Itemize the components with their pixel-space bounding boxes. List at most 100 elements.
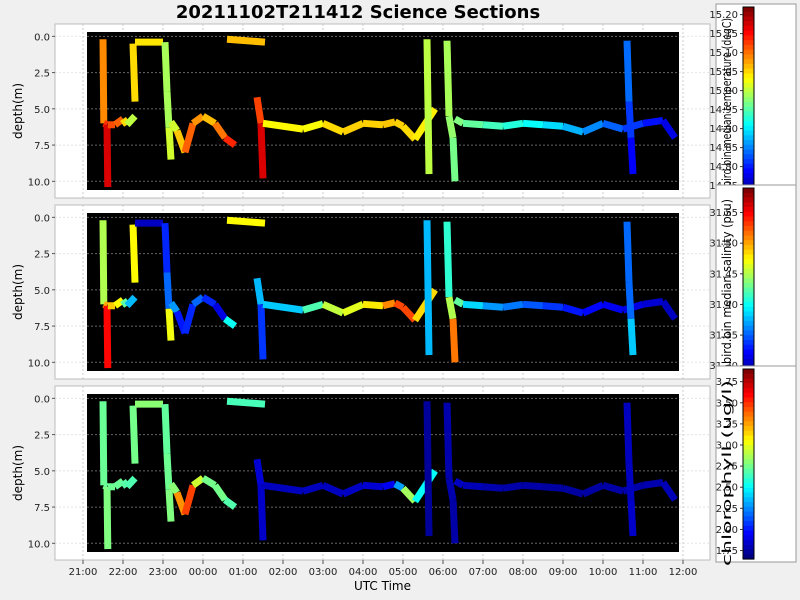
panel-3-ytick-label: 7.5 — [34, 503, 50, 514]
colorbar-3-swatch — [743, 492, 754, 498]
colorbar-3-swatch — [743, 540, 754, 546]
data-segment-tow-4 — [453, 115, 465, 127]
data-segment-profile-4 — [423, 220, 433, 356]
data-segment-tow-4 — [453, 477, 465, 489]
colorbar-1-swatch — [743, 144, 754, 151]
colorbar-3-tick-label: 1.75 — [716, 546, 738, 557]
colorbar-2-swatch — [743, 292, 754, 298]
colorbar-3-swatch — [743, 544, 754, 551]
data-segment-tow-3 — [321, 120, 345, 136]
panel-1-ylabel: depth(m) — [11, 83, 25, 139]
data-segment-profile-3 — [253, 458, 265, 486]
data-segment-stack-1 — [129, 405, 139, 464]
colorbar-1-swatch — [743, 178, 754, 184]
colorbar-3-swatch — [743, 521, 754, 527]
colorbar-2-swatch — [743, 249, 754, 256]
colorbar-1-swatch — [743, 102, 754, 108]
data-segment-profile-2 — [165, 308, 175, 341]
colorbar-1-swatch — [743, 68, 754, 75]
panel-1-plot-area — [87, 32, 679, 190]
colorbar-2-swatch — [743, 325, 754, 332]
colorbar-1-swatch — [743, 64, 754, 70]
data-segment-tow-2 — [190, 113, 206, 127]
xtick-label: 22:00 — [109, 567, 138, 578]
data-segment-profile-5 — [445, 296, 457, 320]
colorbar-2-swatch — [743, 197, 754, 203]
data-segment-tow-1 — [124, 475, 138, 490]
data-segment-tow-4 — [602, 119, 624, 133]
colorbar-1-swatch — [743, 154, 754, 160]
colorbar-2-swatch — [743, 254, 754, 260]
xtick-label: 04:00 — [349, 567, 378, 578]
data-segment-tow-3 — [302, 119, 324, 133]
data-segment-tow-4 — [522, 119, 544, 129]
panel-1-ytick-label: 0.0 — [34, 32, 50, 43]
panel-1-ytick-label: 5.0 — [34, 105, 50, 116]
colorbar-1-swatch — [743, 135, 754, 141]
data-segment-tow-1 — [124, 294, 138, 309]
colorbar-3-swatch — [743, 373, 754, 380]
x-axis-label: UTC Time — [354, 579, 411, 593]
colorbar-3-swatch — [743, 445, 754, 451]
colorbar-3-tick-label: 3.75 — [716, 377, 738, 388]
colorbar-3-swatch — [743, 449, 754, 456]
data-segment-profile-6 — [625, 282, 635, 320]
data-segment-profile-2 — [161, 404, 171, 454]
data-segment-tow-2 — [181, 303, 197, 335]
data-segment-tow-4 — [522, 300, 544, 310]
panel-1-ytick-label: 7.5 — [34, 141, 50, 152]
colorbar-3-swatch — [743, 497, 754, 503]
data-segment-surface-2 — [226, 216, 266, 227]
colorbar-3-swatch — [743, 378, 754, 384]
data-segment-profile-3 — [253, 277, 265, 305]
data-segment-profile-3 — [253, 96, 265, 124]
data-segment-tow-2 — [212, 121, 228, 140]
data-segment-tow-4 — [562, 122, 584, 136]
colorbar-1-swatch — [743, 106, 754, 113]
data-segment-profile-5 — [449, 137, 459, 182]
colorbar-2-swatch — [743, 211, 754, 218]
xtick-label: 10:00 — [589, 567, 618, 578]
colorbar-2-label: Seabird.bin median salinity (psu) — [720, 199, 734, 385]
colorbar-2-swatch — [743, 344, 754, 351]
data-segment-tow-2 — [212, 302, 228, 321]
data-segment-tow-2 — [168, 300, 180, 314]
data-segment-tow-3 — [302, 300, 324, 314]
data-segment-tow-4 — [542, 302, 564, 311]
colorbar-1-swatch — [743, 83, 754, 89]
colorbar-2-swatch — [743, 335, 754, 341]
colorbar-1-label: Seabird.bin median temperature (degC) — [720, 18, 734, 204]
panel-3-ytick-label: 2.5 — [34, 431, 50, 442]
data-segment-tow-4 — [660, 118, 678, 140]
panel-2-ytick-label: 0.0 — [34, 213, 50, 224]
xtick-label: 00:00 — [189, 567, 218, 578]
xtick-label: 21:00 — [69, 567, 98, 578]
colorbar-3-swatch — [743, 506, 754, 513]
colorbar-1-tick-label: 14.85 — [709, 143, 738, 154]
data-segment-tow-2 — [181, 484, 197, 516]
data-segment-surface-2 — [226, 35, 266, 46]
colorbar-1-swatch — [743, 16, 754, 22]
colorbar-3-tick-label: 2.25 — [716, 504, 738, 515]
data-segment-profile-1 — [99, 39, 108, 124]
data-segment-tow-4 — [581, 301, 605, 317]
colorbar-3-swatch — [743, 397, 754, 403]
colorbar-1-swatch — [743, 49, 754, 56]
data-segment-tow-4 — [462, 119, 484, 129]
colorbar-1-swatch — [743, 30, 754, 37]
xtick-label: 23:00 — [149, 567, 178, 578]
colorbar-3-swatch — [743, 411, 754, 418]
data-segment-tow-3 — [262, 481, 304, 495]
data-segment-tow-3 — [362, 481, 384, 491]
colorbar-3-swatch — [743, 407, 754, 413]
colorbar-2-swatch — [743, 330, 754, 336]
data-segment-profile-5 — [445, 477, 457, 501]
data-segment-tow-2 — [212, 483, 228, 502]
colorbar-3-tick-label: 3.00 — [716, 441, 738, 452]
colorbar-3-swatch — [743, 530, 754, 536]
data-segment-profile-1 — [99, 220, 108, 305]
colorbar-2-swatch — [743, 311, 754, 317]
colorbar-2-swatch — [743, 340, 754, 346]
colorbar-3-swatch — [743, 369, 754, 375]
data-segment-tow-2 — [201, 113, 217, 127]
